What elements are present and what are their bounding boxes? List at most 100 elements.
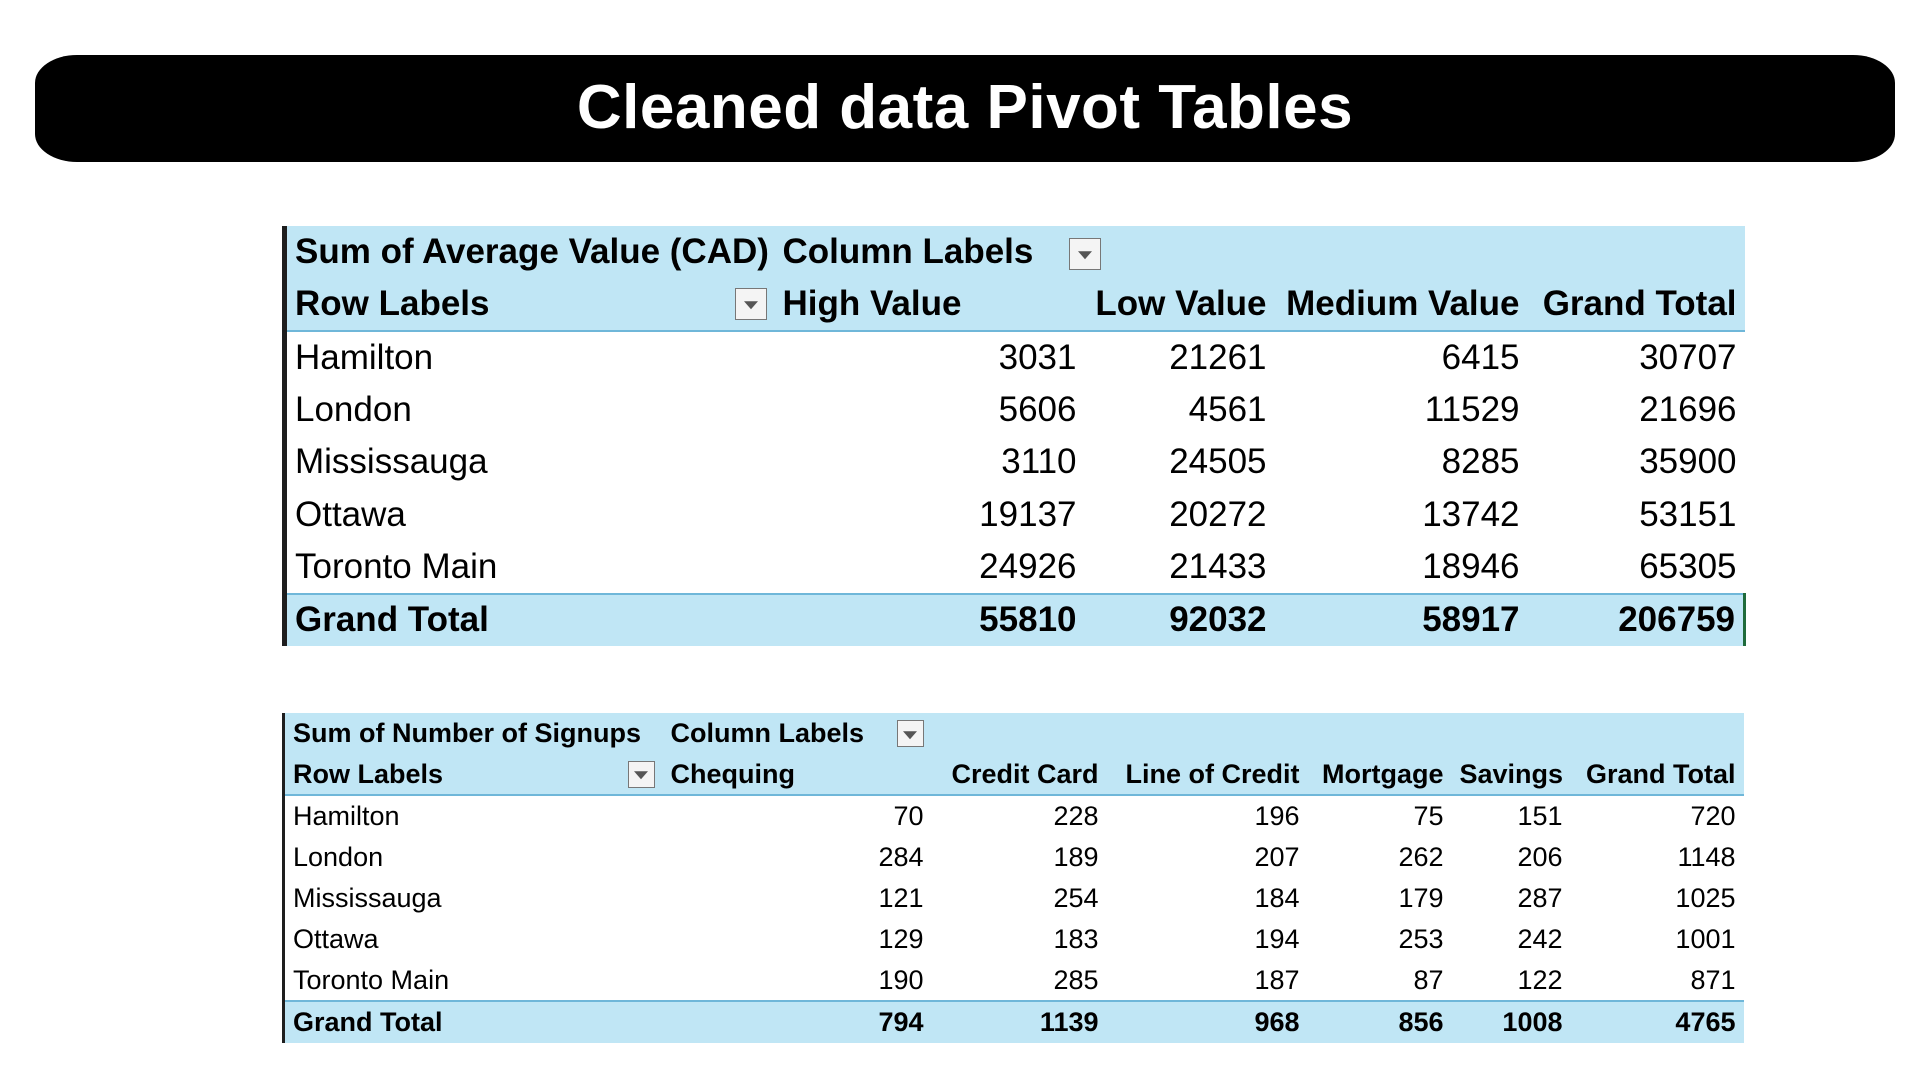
empty-header-cell <box>1106 713 1308 755</box>
row-labels-text: Row Labels <box>293 758 444 789</box>
table-row: Hamilton 3031 21261 6415 30707 <box>285 331 1745 384</box>
row-label: Toronto Main <box>295 546 498 586</box>
cell-value: 1025 <box>1675 882 1736 913</box>
table-row: Toronto Main 190 285 187 87 122 871 <box>284 960 1744 1001</box>
cell-value: 21696 <box>1639 389 1737 429</box>
cell-value: 285 <box>1053 964 1099 995</box>
cell-value: 287 <box>1517 882 1563 913</box>
cell-value: 87 <box>1413 964 1444 995</box>
cell-value: 151 <box>1517 800 1563 831</box>
row-filter-dropdown-icon[interactable] <box>627 760 655 788</box>
total-value: 1139 <box>931 1000 1107 1043</box>
cell-value: 871 <box>1690 964 1736 995</box>
row-label: Hamilton <box>293 800 400 831</box>
grand-total-label: Grand Total <box>283 1000 663 1043</box>
cell-value: 189 <box>1053 841 1099 872</box>
column-labels-cell[interactable]: Column Labels <box>662 713 932 755</box>
cell-value: 5606 <box>998 389 1077 429</box>
cell-value: 183 <box>1053 924 1099 955</box>
column-header: Line of Credit <box>1106 754 1308 797</box>
column-header: Grand Total <box>1527 278 1745 332</box>
column-filter-dropdown-icon[interactable] <box>896 720 924 748</box>
column-header: Grand Total <box>1570 754 1744 797</box>
pivot-table-average-value: Sum of Average Value (CAD) Column Labels… <box>282 226 1747 646</box>
row-labels-cell[interactable]: Row Labels <box>284 278 775 332</box>
total-value: 206759 <box>1527 592 1747 646</box>
cell-value: 3031 <box>998 337 1077 377</box>
cell-value: 11529 <box>1424 389 1520 429</box>
cell-value: 206 <box>1517 841 1563 872</box>
cell-value: 13742 <box>1422 494 1520 534</box>
row-label: Mississauga <box>293 882 442 913</box>
grand-total-row: Grand Total 794 1139 968 856 1008 4765 <box>283 1000 1744 1043</box>
row-label: London <box>293 841 384 872</box>
empty-header-cell <box>931 713 1107 755</box>
cell-value: 190 <box>878 964 924 995</box>
grand-total-label: Grand Total <box>284 592 775 646</box>
cell-value: 254 <box>1053 882 1099 913</box>
cell-value: 30707 <box>1639 337 1737 377</box>
page-title: Cleaned data Pivot Tables <box>576 73 1354 142</box>
total-value: 1008 <box>1451 1000 1571 1043</box>
cell-value: 21261 <box>1169 337 1267 377</box>
column-header: High Value <box>774 278 1085 332</box>
cell-value: 75 <box>1413 800 1444 831</box>
column-header: Medium Value <box>1274 278 1528 332</box>
table-row: Hamilton 70 228 196 75 151 720 <box>284 795 1744 836</box>
measure-label: Sum of Average Value (CAD) <box>284 226 775 279</box>
cell-value: 3110 <box>1001 442 1077 482</box>
cell-value: 129 <box>878 924 924 955</box>
cell-value: 53151 <box>1639 494 1737 534</box>
row-filter-dropdown-icon[interactable] <box>734 288 767 321</box>
cell-value: 121 <box>878 882 924 913</box>
row-label: Ottawa <box>295 494 406 534</box>
row-label: Mississauga <box>295 442 488 482</box>
pivot-table-signups: Sum of Number of Signups Column Labels R… <box>282 713 1744 1043</box>
total-value: 856 <box>1307 1000 1452 1043</box>
table-row: Mississauga 3110 24505 8285 35900 <box>285 436 1745 489</box>
column-filter-dropdown-icon[interactable] <box>1069 238 1102 270</box>
table-row: Ottawa 129 183 194 253 242 1001 <box>284 919 1744 960</box>
title-banner: Cleaned data Pivot Tables <box>35 55 1895 162</box>
pivot-header-row-1: Sum of Average Value (CAD) Column Labels <box>284 226 1745 279</box>
empty-header-cell <box>1307 713 1452 755</box>
cell-value: 1001 <box>1675 924 1736 955</box>
column-header: Low Value <box>1084 278 1275 332</box>
column-labels-text: Column Labels <box>782 232 1034 272</box>
cell-value: 6415 <box>1441 337 1520 377</box>
cell-value: 228 <box>1053 800 1099 831</box>
table-row: Mississauga 121 254 184 179 287 1025 <box>284 878 1744 919</box>
cell-value: 21433 <box>1169 546 1267 586</box>
total-value: 968 <box>1106 1000 1308 1043</box>
row-labels-cell[interactable]: Row Labels <box>283 754 663 797</box>
table-row: London 284 189 207 262 206 1148 <box>284 837 1744 878</box>
cell-value: 194 <box>1254 924 1300 955</box>
pivot-header-row-1: Sum of Number of Signups Column Labels <box>283 713 1744 755</box>
total-value: 55810 <box>774 592 1085 646</box>
cell-value: 35900 <box>1639 442 1737 482</box>
pivot-header-row-2: Row Labels High Value Low Value Medium V… <box>284 278 1745 332</box>
total-value: 92032 <box>1084 592 1275 646</box>
row-labels-text: Row Labels <box>295 284 490 324</box>
row-label: Ottawa <box>293 924 379 955</box>
total-value: 4765 <box>1570 1000 1744 1043</box>
cell-value: 187 <box>1254 964 1300 995</box>
cell-value: 253 <box>1398 924 1444 955</box>
row-label: Hamilton <box>295 337 434 377</box>
cell-value: 19137 <box>979 494 1077 534</box>
cell-value: 20272 <box>1169 494 1267 534</box>
table-row: London 5606 4561 11529 21696 <box>285 384 1745 437</box>
cell-value: 18946 <box>1422 546 1520 586</box>
column-labels-cell[interactable]: Column Labels <box>774 226 1275 279</box>
cell-value: 8285 <box>1441 442 1520 482</box>
cell-value: 122 <box>1517 964 1563 995</box>
table-row: Ottawa 19137 20272 13742 53151 <box>285 489 1745 542</box>
cell-value: 207 <box>1254 841 1300 872</box>
column-header: Savings <box>1451 754 1571 797</box>
measure-label: Sum of Number of Signups <box>283 713 663 755</box>
cell-value: 196 <box>1254 800 1300 831</box>
column-header: Mortgage <box>1307 754 1452 797</box>
cell-value: 262 <box>1398 841 1444 872</box>
column-header: Chequing <box>662 754 932 797</box>
cell-value: 1148 <box>1677 841 1736 872</box>
